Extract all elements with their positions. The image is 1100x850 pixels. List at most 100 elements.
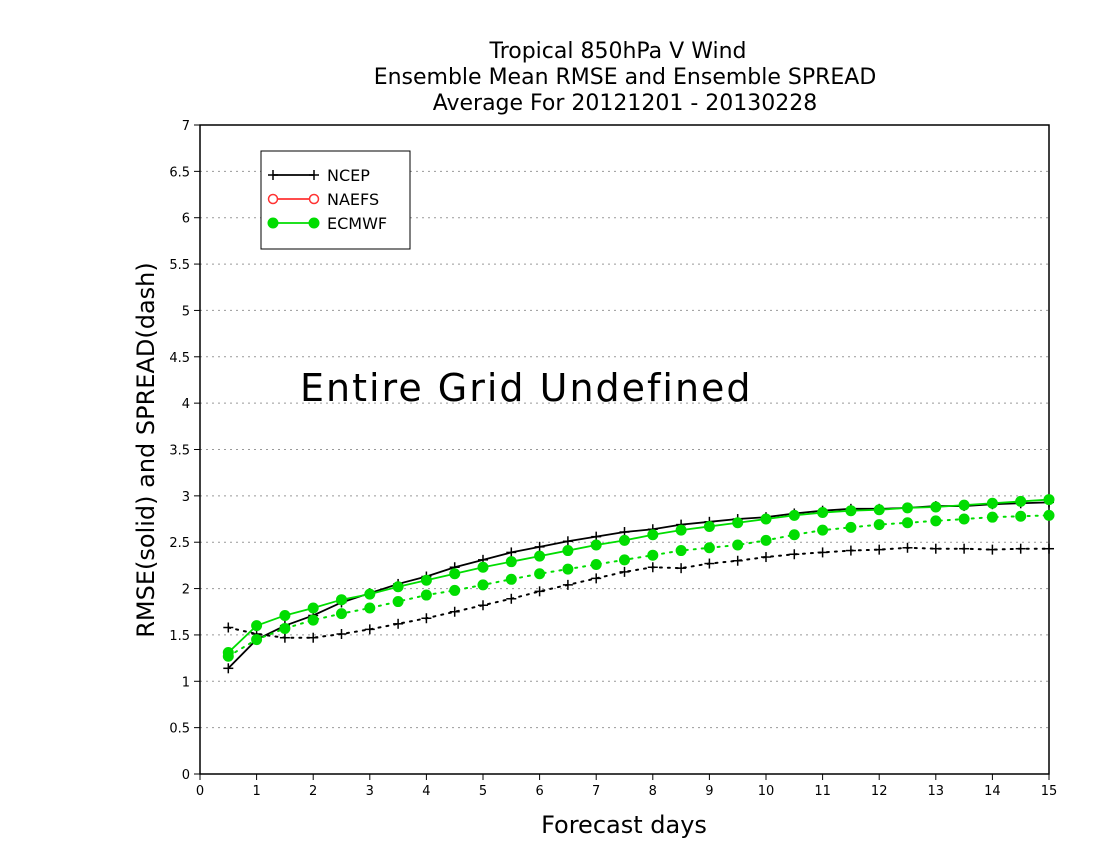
series-ecmwf xyxy=(222,494,1055,662)
ecmwf-rmse-point xyxy=(647,529,659,541)
ecmwf-spread-point xyxy=(817,524,829,536)
y-tick-label: 5 xyxy=(182,304,190,319)
ecmwf-spread-point xyxy=(873,519,885,531)
ecmwf-spread-point xyxy=(902,517,913,529)
legend: NCEP NAEFS ECMWF xyxy=(260,150,411,250)
ecmwf-spread-point xyxy=(534,568,546,580)
x-tick-label: 5 xyxy=(479,784,487,799)
legend-marker xyxy=(308,193,320,205)
ncep-spread-point xyxy=(1044,543,1054,554)
ecmwf-rmse-point xyxy=(902,502,913,514)
ecmwf-spread-point xyxy=(619,554,630,566)
ncep-spread-point xyxy=(506,593,517,604)
ncep-spread-point xyxy=(421,613,432,624)
series-ncep xyxy=(223,497,1054,674)
plot-frame xyxy=(199,124,1050,775)
ncep-spread-point xyxy=(279,632,290,643)
ncep-rmse-point xyxy=(534,541,545,552)
ncep-spread-point xyxy=(817,547,828,558)
ncep-spread-point xyxy=(1015,543,1026,554)
ecmwf-spread-point xyxy=(760,534,772,546)
ecmwf-rmse-point xyxy=(534,550,546,562)
x-tick-label: 2 xyxy=(309,784,317,799)
ecmwf-spread-point xyxy=(1043,509,1055,521)
x-tick-label: 1 xyxy=(252,784,260,799)
ecmwf-spread-point xyxy=(279,622,291,634)
ecmwf-spread-point xyxy=(336,608,347,620)
ecmwf-spread-point xyxy=(647,549,659,561)
ncep-rmse-point xyxy=(223,663,234,674)
legend-label-ncep: NCEP xyxy=(327,166,370,185)
gridlines xyxy=(200,170,1049,729)
x-tick-label: 10 xyxy=(758,784,775,799)
ecmwf-rmse-point xyxy=(817,507,829,519)
ncep-rmse-point xyxy=(506,547,517,558)
ecmwf-rmse-point xyxy=(788,509,800,521)
x-tick-label: 8 xyxy=(649,784,657,799)
ecmwf-rmse-point xyxy=(449,568,461,580)
legend-label-naefs: NAEFS xyxy=(327,190,379,209)
ecmwf-spread-point xyxy=(562,563,574,575)
ncep-spread-point xyxy=(704,558,715,569)
ecmwf-rmse-point xyxy=(420,574,432,586)
y-axis-ticks: 0 0.5 1 1.5 2 2.5 3 3.5 4 4.5 5 5.5 6 6.5 7 xyxy=(169,119,200,783)
x-tick-label: 9 xyxy=(705,784,713,799)
ecmwf-spread-point xyxy=(505,573,517,585)
ncep-spread-point xyxy=(902,542,913,553)
x-tick-label: 14 xyxy=(984,784,1001,799)
x-axis-title: Forecast days xyxy=(541,811,707,839)
y-tick-label: 7 xyxy=(182,119,190,134)
x-tick-label: 13 xyxy=(928,784,945,799)
ncep-spread-point xyxy=(789,549,800,560)
legend-item-ncep: NCEP xyxy=(268,166,370,185)
ncep-spread-point xyxy=(393,618,404,629)
ecmwf-rmse-point xyxy=(477,561,489,573)
ecmwf-rmse-point xyxy=(930,501,942,513)
ecmwf-spread-point xyxy=(392,596,404,608)
ncep-spread-point xyxy=(534,586,545,597)
ecmwf-spread-point xyxy=(845,521,857,533)
x-tick-label: 7 xyxy=(592,784,600,799)
ncep-spread-point xyxy=(478,600,488,611)
ncep-spread-point xyxy=(223,622,234,633)
ecmwf-spread-point xyxy=(986,511,998,523)
legend-marker xyxy=(268,170,278,180)
legend-marker xyxy=(267,217,279,229)
ncep-spread-point xyxy=(308,632,319,643)
legend-item-ecmwf: ECMWF xyxy=(267,214,387,233)
series-layer xyxy=(222,494,1055,674)
x-tick-label: 4 xyxy=(422,784,430,799)
legend-marker xyxy=(267,193,279,205)
ncep-spread-point xyxy=(591,573,602,584)
ecmwf-spread-point xyxy=(420,589,432,601)
x-tick-label: 6 xyxy=(535,784,543,799)
ecmwf-rmse-point xyxy=(703,520,715,532)
title-line-3: Average For 20121201 - 20130228 xyxy=(433,91,818,116)
ecmwf-spread-point xyxy=(251,634,263,646)
ecmwf-rmse-point xyxy=(619,534,630,546)
ncep-spread-point xyxy=(959,543,970,554)
title-line-2: Ensemble Mean RMSE and Ensemble SPREAD xyxy=(374,65,877,90)
x-axis-ticks: 0 1 2 3 4 5 6 7 8 9 10 11 12 13 14 15 xyxy=(196,774,1057,799)
ncep-spread-point xyxy=(449,606,460,617)
x-tick-label: 15 xyxy=(1041,784,1058,799)
y-tick-label: 2 xyxy=(182,583,190,598)
title-line-1: Tropical 850hPa V Wind xyxy=(488,39,746,64)
ncep-spread-line xyxy=(227,546,1050,639)
ecmwf-spread-point xyxy=(703,542,715,554)
ecmwf-spread-point xyxy=(732,539,744,551)
chart-title: Tropical 850hPa V Wind Ensemble Mean RMS… xyxy=(374,39,877,116)
ecmwf-spread-point xyxy=(675,545,687,557)
ecmwf-rmse-point xyxy=(562,545,574,557)
ncep-rmse-line xyxy=(227,501,1050,669)
ecmwf-rmse-point xyxy=(1015,495,1027,507)
ncep-spread-point xyxy=(732,555,743,566)
ecmwf-spread-point xyxy=(307,614,319,626)
y-tick-label: 6.5 xyxy=(169,165,190,180)
y-tick-label: 1 xyxy=(182,675,190,690)
ecmwf-spread-point xyxy=(958,513,970,525)
ecmwf-rmse-point xyxy=(732,517,744,529)
ecmwf-rmse-point xyxy=(364,588,376,600)
y-tick-label: 6 xyxy=(182,212,190,227)
ecmwf-rmse-point xyxy=(675,524,687,536)
